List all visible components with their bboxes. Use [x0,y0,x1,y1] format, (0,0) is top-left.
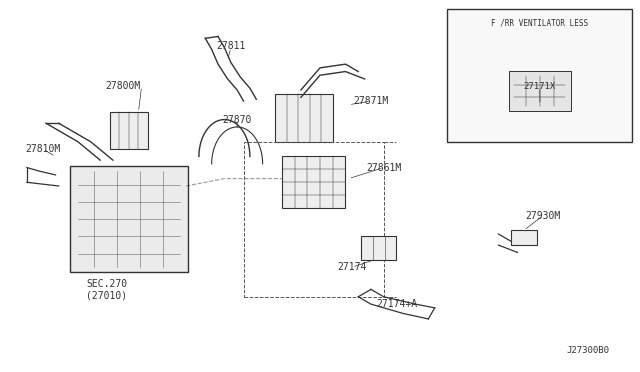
Text: 27174+A: 27174+A [376,299,417,309]
Text: J27300B0: J27300B0 [566,346,609,355]
Bar [244,142,384,297]
Text: SEC.270
(27010): SEC.270 (27010) [86,279,127,300]
FancyBboxPatch shape [70,166,188,272]
Text: 27861M: 27861M [366,163,401,173]
Text: 27171X: 27171X [524,82,556,91]
FancyBboxPatch shape [509,71,571,111]
Text: 27810M: 27810M [25,144,60,154]
Text: 27800M: 27800M [105,81,140,91]
Text: 27174: 27174 [337,262,367,272]
Bar [282,157,346,208]
Bar [109,112,148,149]
Bar [275,94,333,142]
Text: 27930M: 27930M [525,211,561,221]
Text: F /RR VENTILATOR LESS: F /RR VENTILATOR LESS [492,18,588,27]
Bar [447,9,632,142]
Bar [511,230,537,245]
Bar [362,236,396,260]
Text: 27870: 27870 [223,115,252,125]
Text: 27871M: 27871M [353,96,388,106]
Text: 27811: 27811 [216,41,246,51]
